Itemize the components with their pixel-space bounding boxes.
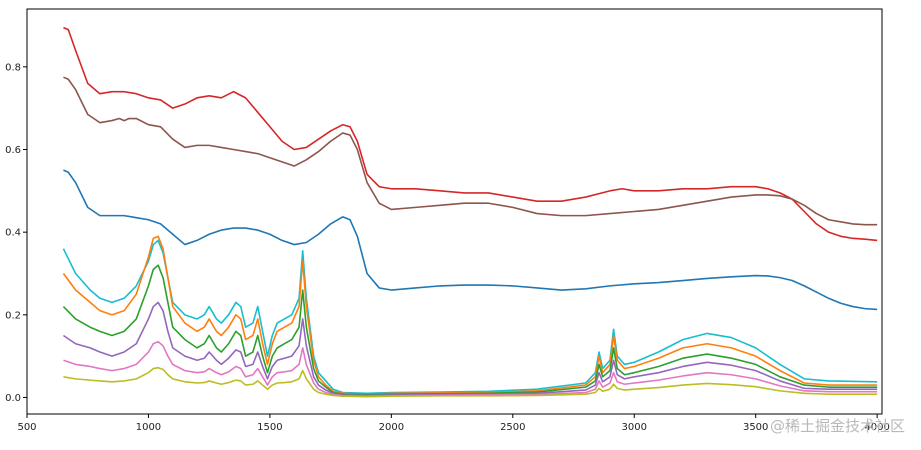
x-tick-label: 1000 (136, 422, 161, 433)
plot-frame (26, 8, 883, 415)
series-line-blue-smooth (63, 169, 878, 311)
y-tick-label: 0.6 (5, 145, 21, 156)
y-tick-label: 0.4 (5, 228, 21, 239)
series-layer (62, 26, 878, 398)
series-line-green-spectrum (62, 264, 878, 396)
y-tick-label: 0.2 (5, 310, 21, 321)
x-tick-label: 2500 (500, 422, 525, 433)
x-tick-label: 500 (17, 422, 36, 433)
x-tick-label: 2000 (379, 422, 404, 433)
y-tick-label: 0.0 (5, 393, 21, 404)
x-tick-label: 3000 (622, 422, 647, 433)
x-tick-label: 4000 (864, 422, 889, 433)
series-line-olive-spectrum (63, 366, 878, 398)
x-tick-label: 1500 (257, 422, 282, 433)
watermark: @稀土掘金技术社区 (770, 417, 905, 435)
series-line-pink-spectrum (63, 340, 878, 398)
series-line-orange-spectrum (62, 235, 878, 395)
axis-layer: 500 1000 1500 2000 2500 3000 3500 4000 0.0 0.2 0.4… (5, 62, 890, 433)
x-tick-label: 3500 (743, 422, 768, 433)
series-line-brown (63, 76, 878, 226)
series-line-red-upper (63, 26, 878, 242)
series-line-purple-spectrum (62, 301, 878, 397)
y-tick-label: 0.8 (5, 62, 21, 73)
